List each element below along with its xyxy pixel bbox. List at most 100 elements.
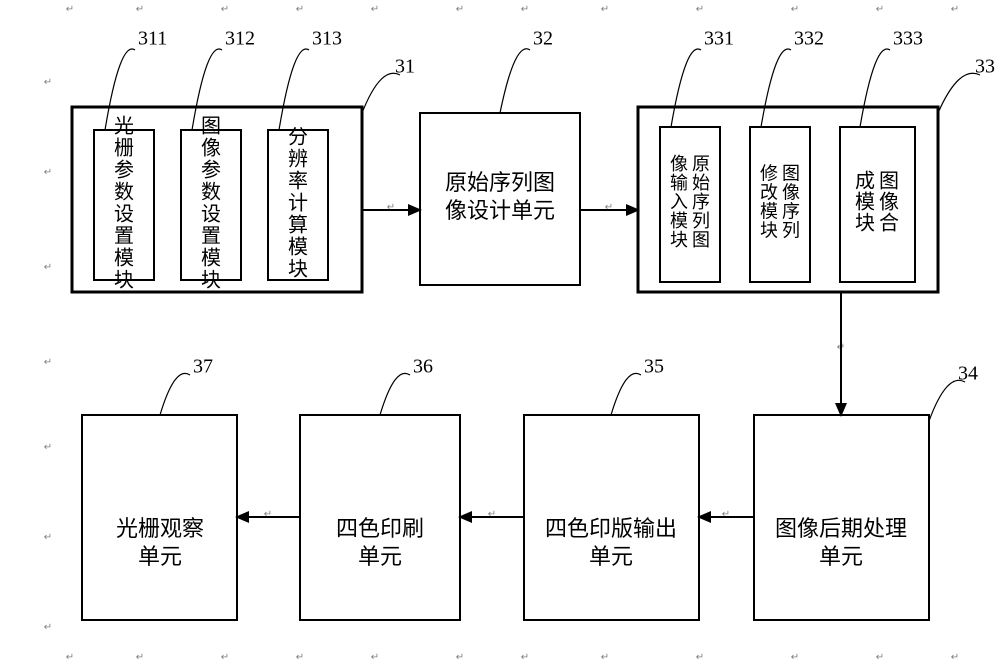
svg-text:光栅观察: 光栅观察 xyxy=(116,516,204,541)
svg-text:设: 设 xyxy=(201,203,221,226)
svg-text:↵: ↵ xyxy=(521,4,529,15)
svg-text:311: 311 xyxy=(138,28,167,50)
svg-text:图: 图 xyxy=(879,171,899,193)
svg-text:设: 设 xyxy=(114,203,134,226)
svg-text:模: 模 xyxy=(760,202,778,222)
svg-text:算: 算 xyxy=(288,214,308,237)
svg-text:313: 313 xyxy=(312,28,342,50)
svg-text:↵: ↵ xyxy=(951,4,959,15)
svg-text:33: 33 xyxy=(975,56,995,78)
svg-text:↵: ↵ xyxy=(296,4,304,15)
svg-text:↵: ↵ xyxy=(66,652,74,663)
svg-text:↵: ↵ xyxy=(44,77,52,88)
svg-text:置: 置 xyxy=(201,226,221,248)
svg-text:↵: ↵ xyxy=(44,167,52,178)
svg-text:↵: ↵ xyxy=(264,509,272,520)
svg-text:↵: ↵ xyxy=(371,652,379,663)
svg-text:图: 图 xyxy=(782,164,800,184)
svg-text:列: 列 xyxy=(782,221,800,241)
svg-text:↵: ↵ xyxy=(601,652,609,663)
svg-text:像: 像 xyxy=(670,154,688,174)
svg-text:↵: ↵ xyxy=(44,357,52,368)
svg-text:↵: ↵ xyxy=(696,4,704,15)
svg-text:32: 32 xyxy=(533,28,553,50)
svg-text:原始序列图: 原始序列图 xyxy=(445,170,555,195)
svg-text:块: 块 xyxy=(855,212,875,235)
svg-text:↵: ↵ xyxy=(791,4,799,15)
svg-text:图像后期处理: 图像后期处理 xyxy=(775,516,907,541)
svg-text:↵: ↵ xyxy=(44,262,52,273)
svg-text:↵: ↵ xyxy=(44,622,52,633)
svg-text:参: 参 xyxy=(201,159,221,182)
svg-text:数: 数 xyxy=(114,181,134,204)
svg-text:率: 率 xyxy=(288,170,308,193)
svg-text:像: 像 xyxy=(201,137,221,160)
svg-text:↵: ↵ xyxy=(221,4,229,15)
svg-text:↵: ↵ xyxy=(456,4,464,15)
svg-text:↵: ↵ xyxy=(722,509,730,520)
svg-text:模: 模 xyxy=(288,236,308,259)
svg-text:34: 34 xyxy=(958,363,978,385)
svg-text:312: 312 xyxy=(225,28,255,50)
svg-text:数: 数 xyxy=(201,181,221,204)
svg-text:块: 块 xyxy=(114,269,134,292)
svg-text:成: 成 xyxy=(855,170,875,193)
svg-text:序: 序 xyxy=(782,202,800,222)
svg-text:单元: 单元 xyxy=(138,544,182,569)
svg-text:置: 置 xyxy=(114,226,134,248)
svg-text:↵: ↵ xyxy=(221,652,229,663)
svg-text:四色印刷: 四色印刷 xyxy=(336,516,424,541)
svg-text:块: 块 xyxy=(670,230,688,250)
svg-text:↵: ↵ xyxy=(371,4,379,15)
svg-text:栅: 栅 xyxy=(114,137,134,160)
svg-text:参: 参 xyxy=(114,159,134,182)
svg-text:修: 修 xyxy=(760,164,778,184)
svg-text:↵: ↵ xyxy=(387,202,395,213)
svg-text:输: 输 xyxy=(670,173,688,193)
svg-text:模: 模 xyxy=(201,247,221,270)
svg-text:↵: ↵ xyxy=(951,652,959,663)
svg-text:单元: 单元 xyxy=(589,544,633,569)
svg-text:↵: ↵ xyxy=(44,532,52,543)
svg-text:像: 像 xyxy=(782,183,800,203)
svg-text:↵: ↵ xyxy=(696,652,704,663)
svg-text:列: 列 xyxy=(692,211,710,231)
svg-text:↵: ↵ xyxy=(136,4,144,15)
svg-text:↵: ↵ xyxy=(136,652,144,663)
svg-text:↵: ↵ xyxy=(876,652,884,663)
svg-text:光: 光 xyxy=(114,115,134,138)
svg-text:↵: ↵ xyxy=(791,652,799,663)
svg-text:块: 块 xyxy=(201,269,221,292)
svg-text:分: 分 xyxy=(288,126,308,149)
svg-text:↵: ↵ xyxy=(66,4,74,15)
svg-text:31: 31 xyxy=(395,56,415,78)
svg-text:35: 35 xyxy=(644,356,664,378)
svg-text:↵: ↵ xyxy=(876,4,884,15)
svg-text:像: 像 xyxy=(879,191,899,214)
svg-text:36: 36 xyxy=(413,356,433,378)
svg-text:块: 块 xyxy=(288,258,308,281)
svg-text:块: 块 xyxy=(760,221,778,241)
svg-text:辨: 辨 xyxy=(288,148,308,171)
svg-text:四色印版输出: 四色印版输出 xyxy=(545,516,677,541)
svg-text:332: 332 xyxy=(794,28,824,50)
svg-text:计: 计 xyxy=(288,192,308,215)
svg-text:入: 入 xyxy=(670,192,688,212)
svg-text:单元: 单元 xyxy=(358,544,402,569)
svg-text:模: 模 xyxy=(670,211,688,231)
svg-text:始: 始 xyxy=(692,173,710,193)
svg-text:↵: ↵ xyxy=(521,652,529,663)
svg-text:图: 图 xyxy=(201,116,221,138)
svg-text:↵: ↵ xyxy=(456,652,464,663)
svg-text:序: 序 xyxy=(692,192,710,212)
svg-text:37: 37 xyxy=(193,356,213,378)
svg-text:331: 331 xyxy=(704,28,734,50)
svg-text:像设计单元: 像设计单元 xyxy=(445,198,555,223)
svg-text:图: 图 xyxy=(692,230,710,250)
svg-text:↵: ↵ xyxy=(601,4,609,15)
svg-text:333: 333 xyxy=(893,28,923,50)
svg-text:↵: ↵ xyxy=(488,509,496,520)
svg-text:↵: ↵ xyxy=(296,652,304,663)
svg-text:合: 合 xyxy=(879,212,899,235)
svg-text:单元: 单元 xyxy=(819,544,863,569)
